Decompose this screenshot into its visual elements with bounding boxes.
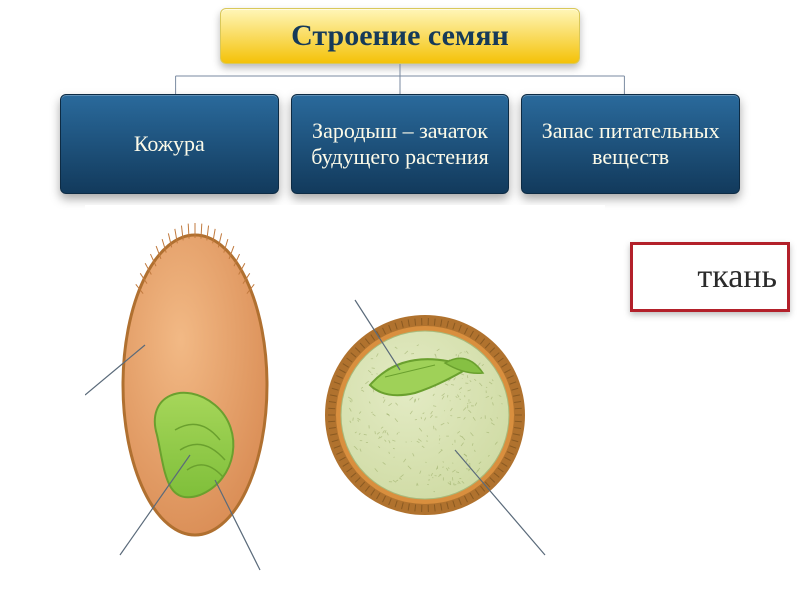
tree-connectors	[60, 64, 740, 94]
seed-left	[85, 223, 267, 570]
side-label-box: ткань	[630, 242, 790, 312]
seed-diagrams-svg	[85, 205, 605, 575]
tree-child-label: Кожура	[134, 131, 205, 157]
tree-child-label: Зародыш – зачаток будущего растения	[302, 118, 499, 170]
tree-child-box: Кожура	[60, 94, 279, 194]
seed-right	[325, 300, 545, 555]
tree-child-box: Запас питательных веществ	[521, 94, 740, 194]
tree-parent-label: Строение семян	[291, 19, 509, 52]
tree-child-label: Запас питательных веществ	[532, 118, 729, 170]
tree-children-row: Кожура Зародыш – зачаток будущего растени…	[60, 94, 740, 194]
hierarchy-tree: Строение семян Кожура Зародыш – зачаток б…	[60, 8, 740, 194]
tree-parent-box: Строение семян	[220, 8, 580, 64]
tree-child-box: Зародыш – зачаток будущего растения	[291, 94, 510, 194]
side-label-text: ткань	[697, 258, 777, 296]
seed-diagrams	[85, 205, 605, 575]
